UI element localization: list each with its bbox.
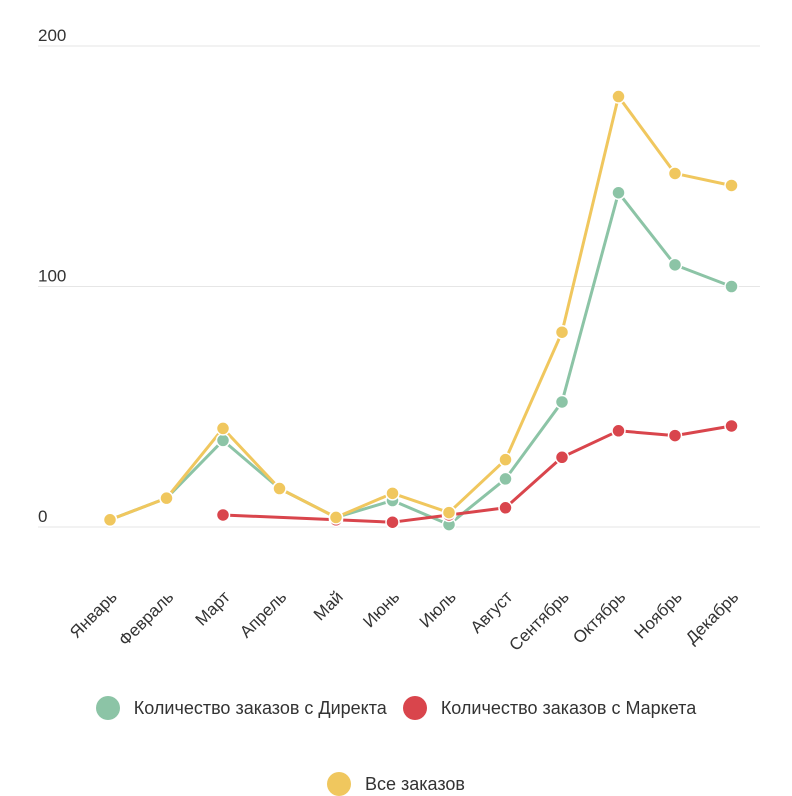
data-point-series-0[interactable] [667,257,683,273]
y-tick-label-200: 200 [38,26,66,45]
data-point-series-0[interactable] [611,185,626,200]
y-axis-ticks: 0 100 200 [38,26,66,526]
x-tick-label: Июнь [359,587,403,631]
data-point-series-0[interactable] [724,279,739,294]
series-line-2 [109,95,732,522]
legend-item-market[interactable]: Количество заказов с Маркета [402,696,697,720]
y-tick-label-0: 0 [38,507,47,526]
x-tick-label: Июль [416,587,460,631]
data-point-series-2[interactable] [441,505,457,520]
data-point-series-1[interactable] [611,423,626,439]
legend-item-all[interactable]: Все заказов [327,772,465,796]
legend-marker-all [327,772,351,796]
y-tick-label-100: 100 [38,267,66,286]
x-tick-label: Май [310,587,347,624]
data-point-series-1[interactable] [498,500,513,516]
data-point-series-2[interactable] [215,421,231,436]
data-point-series-1[interactable] [554,450,570,465]
legend-label-market: Количество заказов с Маркета [440,697,697,718]
data-point-series-2[interactable] [667,166,683,181]
data-point-series-2[interactable] [385,486,400,501]
grid-lines [38,45,760,528]
data-point-series-0[interactable] [554,394,570,410]
legend-item-direct[interactable]: Количество заказов с Директа [95,696,387,720]
series-line-0 [109,191,733,527]
data-point-series-2[interactable] [328,510,344,525]
legend-marker-direct [95,696,120,720]
data-point-series-2[interactable] [724,178,739,193]
data-point-series-2[interactable] [498,452,513,467]
x-tick-label: Август [467,587,517,637]
series-line-1 [222,424,732,524]
data-point-series-0[interactable] [498,471,513,487]
data-point-series-2[interactable] [159,490,174,506]
x-tick-label: Декабрь [682,587,742,647]
legend: Количество заказов с Директа Количество … [0,696,792,796]
x-tick-label: Апрель [236,587,290,641]
x-tick-label: Ноябрь [631,587,686,642]
x-tick-label: Январь [66,587,121,642]
x-tick-label: Март [192,587,234,629]
data-point-series-2[interactable] [102,512,118,528]
legend-label-direct: Количество заказов с Директа [133,697,387,718]
data-point-series-2[interactable] [272,481,287,496]
data-point-series-1[interactable] [385,514,400,530]
series-points [102,89,739,532]
legend-marker-market [402,696,427,720]
series-lines [109,95,733,527]
data-point-series-1[interactable] [724,418,739,434]
legend-label-all: Все заказов [365,773,465,794]
data-point-series-2[interactable] [554,324,570,340]
x-tick-label: Октябрь [569,587,629,647]
x-tick-label: Сентябрь [506,587,573,654]
data-point-series-1[interactable] [215,507,231,523]
data-point-series-0[interactable] [215,433,231,448]
data-point-series-1[interactable] [667,428,683,443]
data-point-series-2[interactable] [611,89,626,104]
x-tick-label: Февраль [115,587,177,649]
